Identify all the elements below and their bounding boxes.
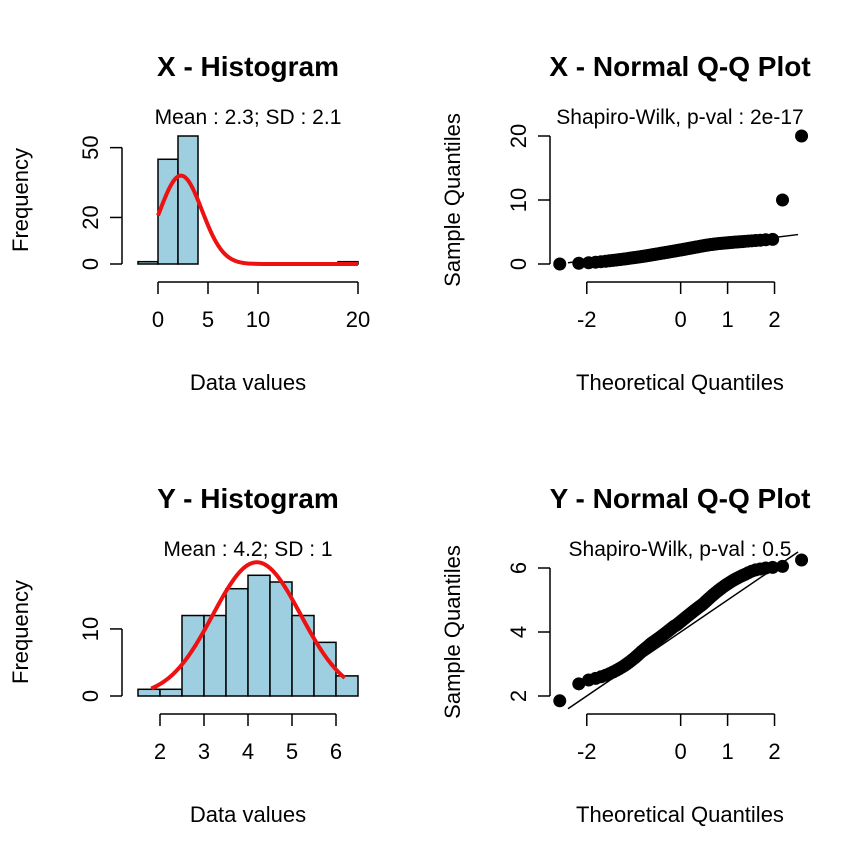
histogram-bar <box>225 587 249 697</box>
chart-title: Y - Normal Q-Q Plot <box>550 483 811 514</box>
qq-point <box>795 553 809 567</box>
bars-group <box>137 135 359 265</box>
y-axis-label: Frequency <box>8 580 33 684</box>
qq-point <box>776 193 790 207</box>
y-axis: 0 20 50 <box>78 135 123 270</box>
x-histogram-panel: X - Histogram Mean : 2.3; SD : 2.1 Data … <box>8 51 370 395</box>
y-tick-label: 10 <box>506 188 531 212</box>
histogram-bar <box>247 574 271 697</box>
y-tick-label: 50 <box>78 135 103 159</box>
x-tick-label: 3 <box>198 739 210 764</box>
points-group <box>553 129 809 271</box>
qq-point <box>776 559 790 573</box>
x-tick-label: 2 <box>154 739 166 764</box>
y-tick-label: 0 <box>78 690 103 702</box>
y-axis: 0 10 20 <box>506 124 551 270</box>
x-axis-label: Data values <box>190 370 306 395</box>
y-axis-label: Frequency <box>8 148 33 252</box>
histogram-bar <box>313 641 337 697</box>
x-axis-label: Theoretical Quantiles <box>576 370 784 395</box>
x-tick-label: 5 <box>202 307 214 332</box>
chart-subtitle: Mean : 4.2; SD : 1 <box>163 538 332 561</box>
x-tick-label: 0 <box>675 307 687 332</box>
histogram-bar <box>177 135 199 265</box>
normal-density-curve <box>150 560 347 691</box>
y-axis: 0 10 <box>78 617 123 702</box>
qq-point <box>795 129 809 143</box>
reference-line-group <box>567 551 799 710</box>
qq-point <box>553 257 567 271</box>
x-tick-label: 5 <box>286 739 298 764</box>
chart-subtitle: Shapiro-Wilk, p-val : 0.5 <box>569 538 792 561</box>
x-axis: 0 5 10 20 <box>152 281 370 332</box>
x-axis: 2 3 4 5 6 <box>154 713 342 764</box>
x-tick-label: 0 <box>152 307 164 332</box>
y-tick-label: 2 <box>506 690 531 702</box>
histogram-bar <box>159 688 183 697</box>
y-axis-label: Sample Quantiles <box>440 113 465 287</box>
curve-group <box>156 173 358 266</box>
qq-point <box>766 232 780 246</box>
histogram-bar <box>181 614 205 697</box>
x-tick-label: 1 <box>721 307 733 332</box>
x-tick-label: -2 <box>577 739 597 764</box>
y-axis: 2 4 6 <box>506 562 551 702</box>
y-tick-label: 6 <box>506 562 531 574</box>
qq-reference-line <box>567 551 799 710</box>
y-histogram-panel: Y - Histogram Mean : 4.2; SD : 1 Data va… <box>8 483 359 827</box>
chart-subtitle: Mean : 2.3; SD : 2.1 <box>155 106 342 129</box>
y-qq-plot-panel: Y - Normal Q-Q Plot Shapiro-Wilk, p-val … <box>440 483 810 827</box>
histogram-bar <box>137 260 159 265</box>
chart-subtitle: Shapiro-Wilk, p-val : 2e-17 <box>556 106 803 129</box>
x-tick-label: 4 <box>242 739 254 764</box>
y-tick-label: 4 <box>506 626 531 638</box>
x-tick-label: 10 <box>246 307 270 332</box>
y-tick-label: 0 <box>78 258 103 270</box>
chart-title: Y - Histogram <box>157 483 339 514</box>
y-tick-label: 10 <box>78 617 103 641</box>
qq-point <box>766 560 780 574</box>
histogram-bar <box>291 614 315 697</box>
y-tick-label: 0 <box>506 258 531 270</box>
x-axis: -2 0 1 2 <box>577 281 781 332</box>
histogram-bar <box>335 675 359 697</box>
x-qq-plot-panel: X - Normal Q-Q Plot Shapiro-Wilk, p-val … <box>440 51 811 395</box>
x-tick-label: 2 <box>768 307 780 332</box>
x-axis: -2 0 1 2 <box>577 713 781 764</box>
y-axis-label: Sample Quantiles <box>440 545 465 719</box>
bars-group <box>137 574 359 697</box>
chart-title: X - Histogram <box>157 51 339 82</box>
histogram-bar <box>137 688 161 697</box>
y-tick-label: 20 <box>78 205 103 229</box>
qq-point <box>553 694 567 708</box>
qq-point <box>572 677 586 691</box>
x-axis-label: Data values <box>190 802 306 827</box>
curve-group <box>150 560 347 691</box>
x-tick-label: -2 <box>577 307 597 332</box>
x-tick-label: 6 <box>330 739 342 764</box>
qq-point <box>572 256 586 270</box>
x-tick-label: 2 <box>768 739 780 764</box>
points-group <box>553 553 809 708</box>
chart-title: X - Normal Q-Q Plot <box>549 51 810 82</box>
histogram-bar <box>269 581 293 697</box>
x-tick-label: 20 <box>346 307 370 332</box>
x-axis-label: Theoretical Quantiles <box>576 802 784 827</box>
normal-density-curve <box>156 173 358 266</box>
x-tick-label: 1 <box>721 739 733 764</box>
y-tick-label: 20 <box>506 124 531 148</box>
x-tick-label: 0 <box>675 739 687 764</box>
